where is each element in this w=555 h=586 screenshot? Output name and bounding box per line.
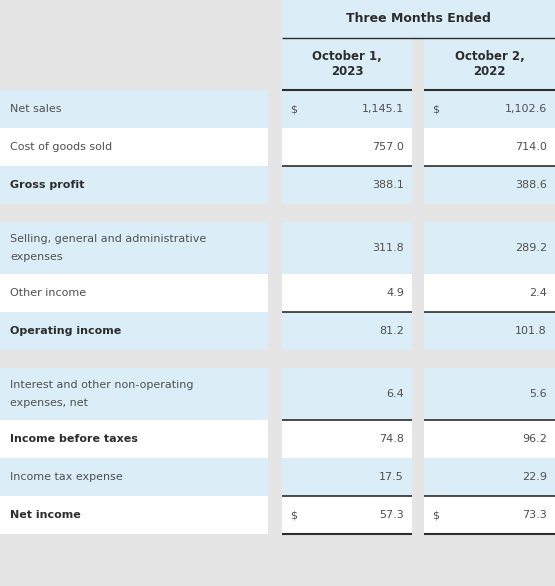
Text: Income tax expense: Income tax expense bbox=[10, 472, 123, 482]
Bar bbox=[424, 90, 555, 128]
Text: October 2,
2022: October 2, 2022 bbox=[455, 50, 524, 78]
Text: Interest and other non-operating: Interest and other non-operating bbox=[10, 380, 194, 390]
Bar bbox=[0, 38, 282, 90]
Text: expenses: expenses bbox=[10, 252, 63, 262]
Bar bbox=[0, 166, 268, 204]
Bar bbox=[268, 274, 282, 312]
Bar bbox=[424, 274, 555, 312]
Bar bbox=[268, 90, 282, 128]
Text: 311.8: 311.8 bbox=[372, 243, 404, 253]
Bar bbox=[412, 222, 424, 274]
Bar bbox=[282, 38, 412, 90]
Bar bbox=[282, 90, 412, 128]
Bar bbox=[0, 204, 555, 222]
Bar bbox=[412, 420, 424, 458]
Text: expenses, net: expenses, net bbox=[10, 398, 88, 408]
Text: $: $ bbox=[432, 510, 439, 520]
Bar bbox=[412, 496, 424, 534]
Text: October 1,
2023: October 1, 2023 bbox=[312, 50, 382, 78]
Text: $: $ bbox=[290, 510, 297, 520]
Text: $: $ bbox=[290, 104, 297, 114]
Bar bbox=[282, 312, 412, 350]
Bar bbox=[412, 368, 424, 420]
Bar bbox=[282, 420, 412, 458]
Bar bbox=[282, 128, 412, 166]
Bar bbox=[424, 496, 555, 534]
Text: 388.6: 388.6 bbox=[515, 180, 547, 190]
Bar bbox=[0, 128, 268, 166]
Bar bbox=[0, 0, 282, 38]
Text: 6.4: 6.4 bbox=[386, 389, 404, 399]
Bar bbox=[424, 222, 555, 274]
Bar bbox=[282, 0, 555, 38]
Text: Income before taxes: Income before taxes bbox=[10, 434, 138, 444]
Text: Cost of goods sold: Cost of goods sold bbox=[10, 142, 112, 152]
Text: 101.8: 101.8 bbox=[515, 326, 547, 336]
Bar bbox=[268, 222, 282, 274]
Text: Operating income: Operating income bbox=[10, 326, 121, 336]
Text: 289.2: 289.2 bbox=[515, 243, 547, 253]
Bar bbox=[424, 420, 555, 458]
Text: Net income: Net income bbox=[10, 510, 80, 520]
Text: $: $ bbox=[432, 104, 439, 114]
Text: Selling, general and administrative: Selling, general and administrative bbox=[10, 234, 206, 244]
Text: Net sales: Net sales bbox=[10, 104, 62, 114]
Bar bbox=[268, 496, 282, 534]
Text: 714.0: 714.0 bbox=[515, 142, 547, 152]
Text: 388.1: 388.1 bbox=[372, 180, 404, 190]
Bar bbox=[0, 458, 268, 496]
Bar bbox=[424, 166, 555, 204]
Bar bbox=[412, 274, 424, 312]
Bar bbox=[0, 420, 268, 458]
Bar bbox=[282, 458, 412, 496]
Bar bbox=[424, 128, 555, 166]
Bar bbox=[282, 368, 412, 420]
Bar bbox=[0, 368, 268, 420]
Bar bbox=[412, 312, 424, 350]
Bar bbox=[268, 368, 282, 420]
Text: Gross profit: Gross profit bbox=[10, 180, 84, 190]
Bar bbox=[412, 38, 424, 90]
Bar bbox=[0, 90, 268, 128]
Bar bbox=[424, 312, 555, 350]
Bar bbox=[412, 166, 424, 204]
Text: 22.9: 22.9 bbox=[522, 472, 547, 482]
Bar bbox=[424, 458, 555, 496]
Bar bbox=[268, 312, 282, 350]
Text: Three Months Ended: Three Months Ended bbox=[346, 12, 491, 26]
Text: Other income: Other income bbox=[10, 288, 86, 298]
Bar bbox=[0, 350, 555, 368]
Bar bbox=[282, 274, 412, 312]
Text: 17.5: 17.5 bbox=[379, 472, 404, 482]
Text: 81.2: 81.2 bbox=[379, 326, 404, 336]
Bar bbox=[282, 166, 412, 204]
Bar bbox=[412, 90, 424, 128]
Bar bbox=[412, 458, 424, 496]
Bar bbox=[268, 458, 282, 496]
Bar bbox=[0, 496, 268, 534]
Text: 757.0: 757.0 bbox=[372, 142, 404, 152]
Bar bbox=[412, 128, 424, 166]
Bar bbox=[282, 222, 412, 274]
Bar bbox=[0, 274, 268, 312]
Bar bbox=[424, 38, 555, 90]
Bar bbox=[268, 128, 282, 166]
Text: 1,102.6: 1,102.6 bbox=[504, 104, 547, 114]
Bar bbox=[0, 312, 268, 350]
Text: 74.8: 74.8 bbox=[379, 434, 404, 444]
Text: 1,145.1: 1,145.1 bbox=[362, 104, 404, 114]
Bar bbox=[268, 420, 282, 458]
Bar bbox=[268, 166, 282, 204]
Text: 4.9: 4.9 bbox=[386, 288, 404, 298]
Text: 2.4: 2.4 bbox=[529, 288, 547, 298]
Text: 96.2: 96.2 bbox=[522, 434, 547, 444]
Text: 5.6: 5.6 bbox=[529, 389, 547, 399]
Text: 73.3: 73.3 bbox=[522, 510, 547, 520]
Bar bbox=[0, 222, 268, 274]
Bar bbox=[282, 496, 412, 534]
Bar bbox=[424, 368, 555, 420]
Text: 57.3: 57.3 bbox=[379, 510, 404, 520]
